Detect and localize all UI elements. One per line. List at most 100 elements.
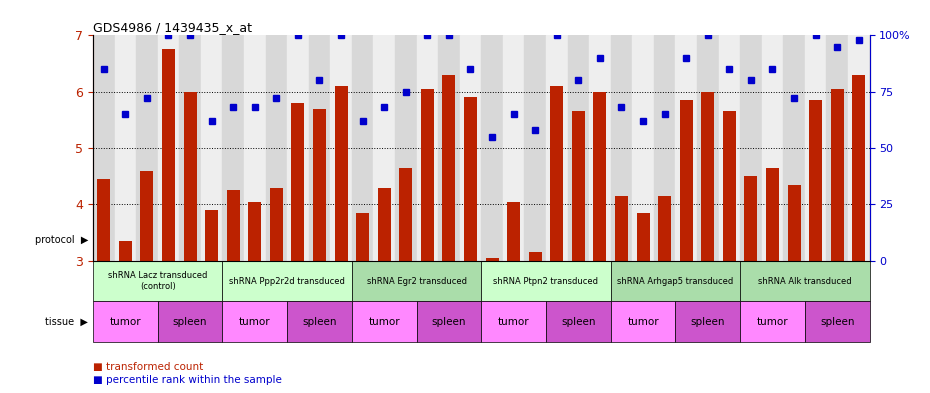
Bar bbox=[697, 35, 719, 261]
Bar bbox=[680, 100, 693, 261]
Bar bbox=[93, 261, 222, 301]
Bar bbox=[723, 112, 736, 261]
Text: shRNA Lacz transduced
(control): shRNA Lacz transduced (control) bbox=[108, 271, 207, 291]
Bar bbox=[809, 100, 822, 261]
Bar bbox=[291, 103, 304, 261]
Bar bbox=[611, 301, 675, 342]
Bar bbox=[788, 185, 801, 261]
Text: shRNA Arhgap5 transduced: shRNA Arhgap5 transduced bbox=[618, 277, 734, 286]
Text: tumor: tumor bbox=[498, 317, 529, 327]
Bar bbox=[762, 35, 783, 261]
Bar bbox=[330, 35, 352, 261]
Bar bbox=[804, 301, 870, 342]
Bar bbox=[158, 35, 179, 261]
Bar bbox=[395, 35, 417, 261]
Bar bbox=[701, 92, 714, 261]
Bar bbox=[740, 35, 762, 261]
Bar bbox=[438, 35, 459, 261]
Bar bbox=[551, 86, 564, 261]
Bar bbox=[611, 261, 740, 301]
Bar bbox=[378, 187, 391, 261]
Bar bbox=[222, 35, 244, 261]
Text: shRNA Alk transduced: shRNA Alk transduced bbox=[758, 277, 852, 286]
Bar bbox=[136, 35, 158, 261]
Text: shRNA Egr2 transduced: shRNA Egr2 transduced bbox=[366, 277, 467, 286]
Bar bbox=[632, 35, 654, 261]
Bar bbox=[740, 301, 804, 342]
Bar bbox=[227, 190, 240, 261]
Text: tumor: tumor bbox=[239, 317, 271, 327]
Bar bbox=[119, 241, 132, 261]
Bar bbox=[482, 301, 546, 342]
Bar bbox=[744, 176, 757, 261]
Bar bbox=[529, 252, 541, 261]
Bar bbox=[482, 261, 611, 301]
Bar bbox=[589, 35, 611, 261]
Bar bbox=[179, 35, 201, 261]
Bar bbox=[158, 301, 222, 342]
Bar bbox=[459, 35, 482, 261]
Bar bbox=[399, 168, 412, 261]
Bar bbox=[417, 301, 482, 342]
Text: tumor: tumor bbox=[627, 317, 658, 327]
Bar bbox=[287, 35, 309, 261]
Bar bbox=[98, 179, 111, 261]
Bar bbox=[852, 75, 865, 261]
Bar bbox=[114, 35, 136, 261]
Bar bbox=[848, 35, 870, 261]
Bar bbox=[636, 213, 649, 261]
Bar bbox=[827, 35, 848, 261]
Bar bbox=[374, 35, 395, 261]
Bar bbox=[593, 92, 606, 261]
Bar bbox=[567, 35, 589, 261]
Bar bbox=[162, 50, 175, 261]
Text: shRNA Ptpn2 transduced: shRNA Ptpn2 transduced bbox=[494, 277, 599, 286]
Bar bbox=[352, 261, 482, 301]
Bar bbox=[740, 261, 870, 301]
Text: GDS4986 / 1439435_x_at: GDS4986 / 1439435_x_at bbox=[93, 21, 252, 34]
Bar bbox=[464, 97, 477, 261]
Bar bbox=[675, 35, 697, 261]
Bar bbox=[525, 35, 546, 261]
Bar bbox=[201, 35, 222, 261]
Text: tumor: tumor bbox=[368, 317, 400, 327]
Text: shRNA Ppp2r2d transduced: shRNA Ppp2r2d transduced bbox=[229, 277, 345, 286]
Bar bbox=[287, 301, 352, 342]
Bar bbox=[270, 187, 283, 261]
Bar bbox=[417, 35, 438, 261]
Bar bbox=[309, 35, 330, 261]
Text: spleen: spleen bbox=[820, 317, 855, 327]
Bar bbox=[485, 258, 498, 261]
Bar bbox=[503, 35, 525, 261]
Bar bbox=[766, 168, 779, 261]
Bar bbox=[482, 35, 503, 261]
Bar bbox=[421, 89, 433, 261]
Bar bbox=[248, 202, 261, 261]
Text: spleen: spleen bbox=[432, 317, 466, 327]
Text: tissue  ▶: tissue ▶ bbox=[46, 317, 88, 327]
Bar bbox=[658, 196, 671, 261]
Bar bbox=[615, 196, 628, 261]
Bar bbox=[675, 301, 740, 342]
Bar bbox=[804, 35, 827, 261]
Text: tumor: tumor bbox=[110, 317, 141, 327]
Bar bbox=[266, 35, 287, 261]
Bar bbox=[719, 35, 740, 261]
Text: spleen: spleen bbox=[302, 317, 337, 327]
Bar bbox=[352, 35, 374, 261]
Bar bbox=[443, 75, 456, 261]
Bar bbox=[222, 261, 352, 301]
Bar bbox=[93, 301, 158, 342]
Text: spleen: spleen bbox=[173, 317, 207, 327]
Bar bbox=[611, 35, 632, 261]
Bar bbox=[830, 89, 844, 261]
Bar bbox=[335, 86, 348, 261]
Bar bbox=[206, 210, 219, 261]
Bar bbox=[356, 213, 369, 261]
Bar bbox=[93, 35, 114, 261]
Bar bbox=[244, 35, 266, 261]
Bar bbox=[572, 112, 585, 261]
Bar bbox=[783, 35, 804, 261]
Text: ■ percentile rank within the sample: ■ percentile rank within the sample bbox=[93, 375, 282, 385]
Bar bbox=[222, 301, 287, 342]
